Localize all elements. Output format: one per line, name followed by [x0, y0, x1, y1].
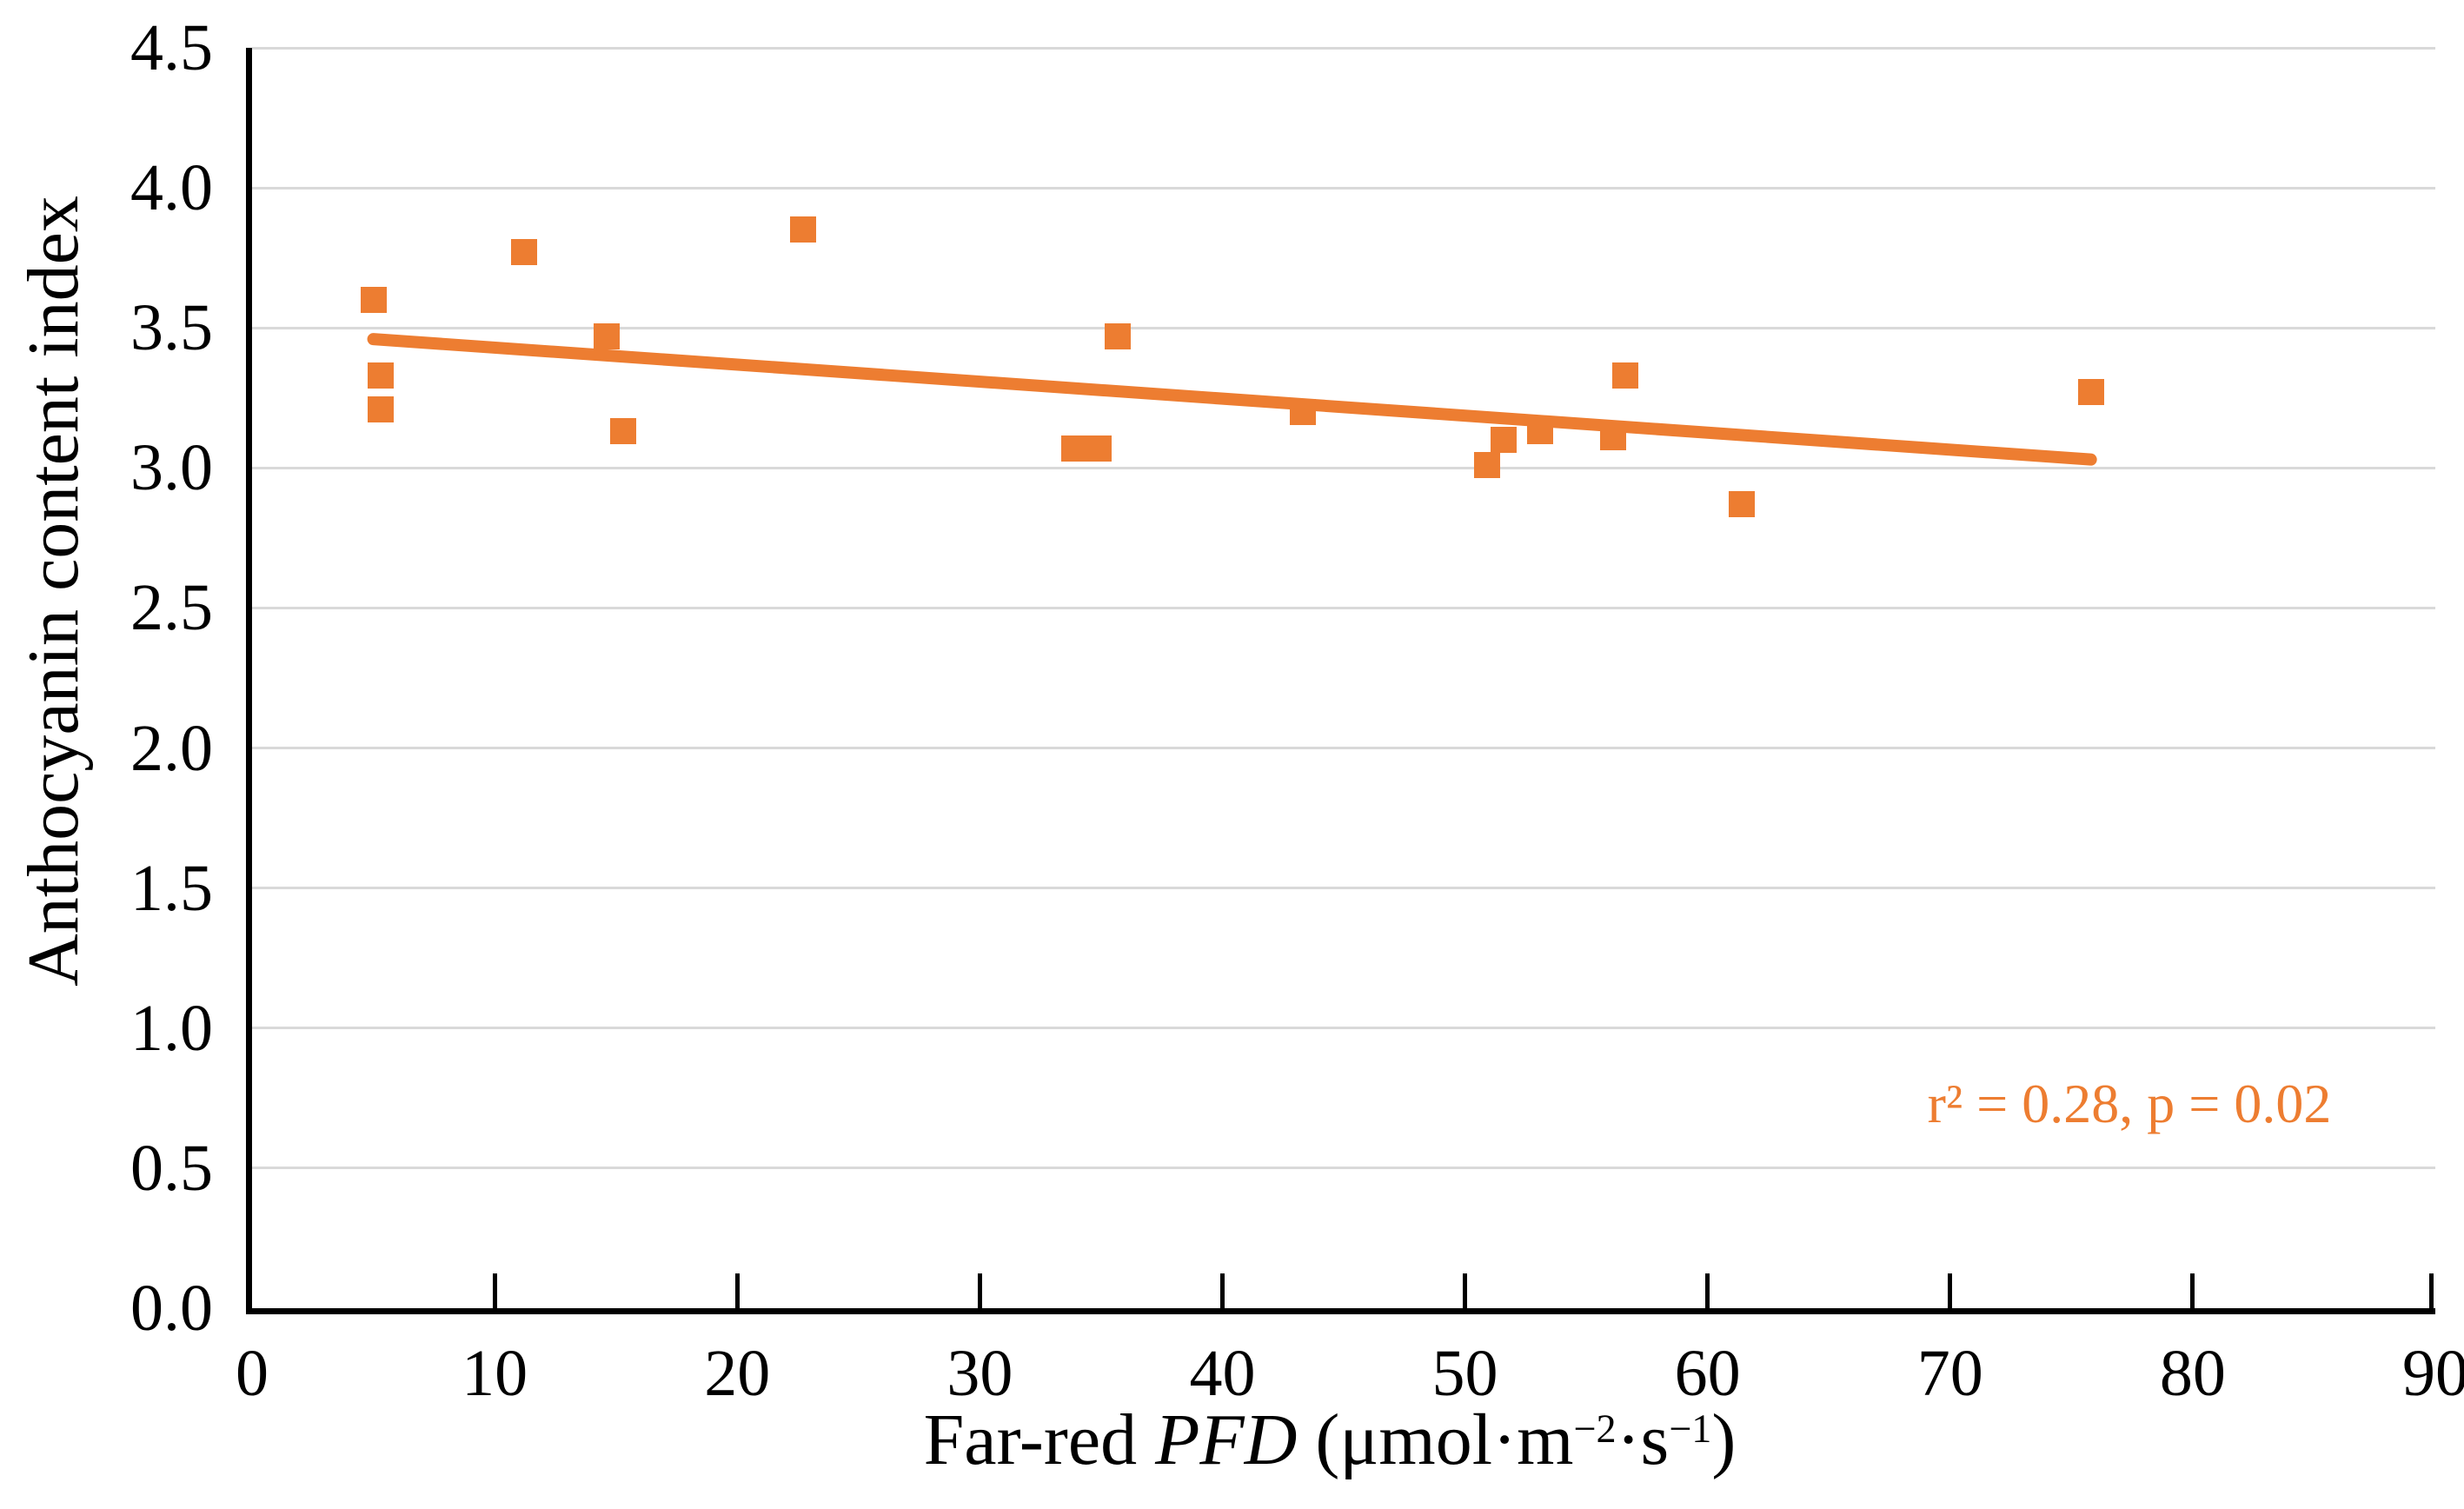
gridline-y-3.0 [252, 466, 2435, 469]
x-tick-20 [734, 1273, 740, 1308]
y-tick-label-2.0: 2.0 [130, 711, 213, 785]
y-tick-label-4.5: 4.5 [130, 11, 213, 84]
x-title-prefix: Far-red [923, 1399, 1156, 1480]
data-point [1061, 435, 1088, 462]
x-tick-70 [1948, 1273, 1953, 1308]
data-point [510, 239, 537, 266]
data-point [1289, 398, 1316, 425]
x-title-unit-open: (μmol·m [1297, 1399, 1574, 1480]
y-tick-label-4.0: 4.0 [130, 151, 213, 225]
x-tick-50 [1463, 1273, 1468, 1308]
y-tick-label-1.5: 1.5 [130, 851, 213, 925]
y-tick-label-0.5: 0.5 [130, 1131, 213, 1205]
gridline-y-2.5 [252, 606, 2435, 609]
data-point [610, 418, 637, 445]
y-tick-label-2.5: 2.5 [130, 571, 213, 645]
x-title-exponent-1: −2 [1573, 1406, 1617, 1451]
data-point [1491, 427, 1518, 454]
gridline-y-1.5 [252, 887, 2435, 890]
x-title-unit-close: ) [1711, 1399, 1737, 1480]
y-tick-label-3.0: 3.0 [130, 431, 213, 505]
x-axis-line [246, 1308, 2435, 1314]
gridline-y-1.0 [252, 1027, 2435, 1030]
data-point [593, 322, 620, 349]
x-tick-60 [1705, 1273, 1710, 1308]
trendline [367, 333, 2097, 466]
data-point [367, 362, 394, 389]
data-point [789, 216, 816, 243]
trendline-layer [367, 333, 2097, 466]
y-tick-label-3.5: 3.5 [130, 291, 213, 365]
x-tick-label-50: 50 [1431, 1337, 1498, 1410]
data-point [367, 396, 394, 422]
data-point [1599, 423, 1626, 450]
gridline-y-4.0 [252, 186, 2435, 189]
x-tick-30 [977, 1273, 982, 1308]
data-point [1473, 452, 1500, 479]
gridline-y-0.5 [252, 1167, 2435, 1170]
gridline-y-3.5 [252, 326, 2435, 329]
y-tick-label-1.0: 1.0 [130, 991, 213, 1065]
x-tick-label-20: 20 [704, 1337, 771, 1410]
x-title-pfd: PFD [1155, 1399, 1298, 1480]
x-tick-80 [2190, 1273, 2195, 1308]
x-tick-label-60: 60 [1674, 1337, 1741, 1410]
x-tick-90 [2428, 1273, 2434, 1308]
gridline-y-2.0 [252, 747, 2435, 750]
x-tick-label-30: 30 [946, 1337, 1013, 1410]
regression-stats-annotation: r² = 0.28, p = 0.02 [1927, 1073, 2332, 1134]
x-tick-10 [492, 1273, 497, 1308]
x-tick-label-80: 80 [2159, 1337, 2226, 1410]
x-tick-label-40: 40 [1189, 1337, 1256, 1410]
x-title-exponent-2: −1 [1669, 1406, 1712, 1451]
data-point [2077, 379, 2104, 406]
data-point [1728, 491, 1755, 518]
x-axis-title: Far-red PFD (μmol·m−2·s−1) [721, 1393, 1938, 1499]
data-point [1527, 418, 1554, 445]
x-title-unit-mid: ·s [1616, 1399, 1670, 1480]
gridline-y-4.5 [252, 46, 2435, 50]
y-tick-label-0.0: 0.0 [130, 1272, 213, 1345]
x-tick-label-70: 70 [1916, 1337, 1983, 1410]
data-point [1086, 435, 1112, 462]
y-axis-line [246, 48, 252, 1314]
x-tick-label-10: 10 [462, 1337, 528, 1410]
data-point [360, 287, 387, 313]
data-point [1105, 322, 1132, 349]
x-tick-40 [1219, 1273, 1225, 1308]
plot-area [252, 46, 2435, 1308]
x-tick-label-90: 90 [2402, 1337, 2464, 1410]
x-tick-label-0: 0 [236, 1337, 269, 1410]
data-point [1611, 362, 1638, 389]
